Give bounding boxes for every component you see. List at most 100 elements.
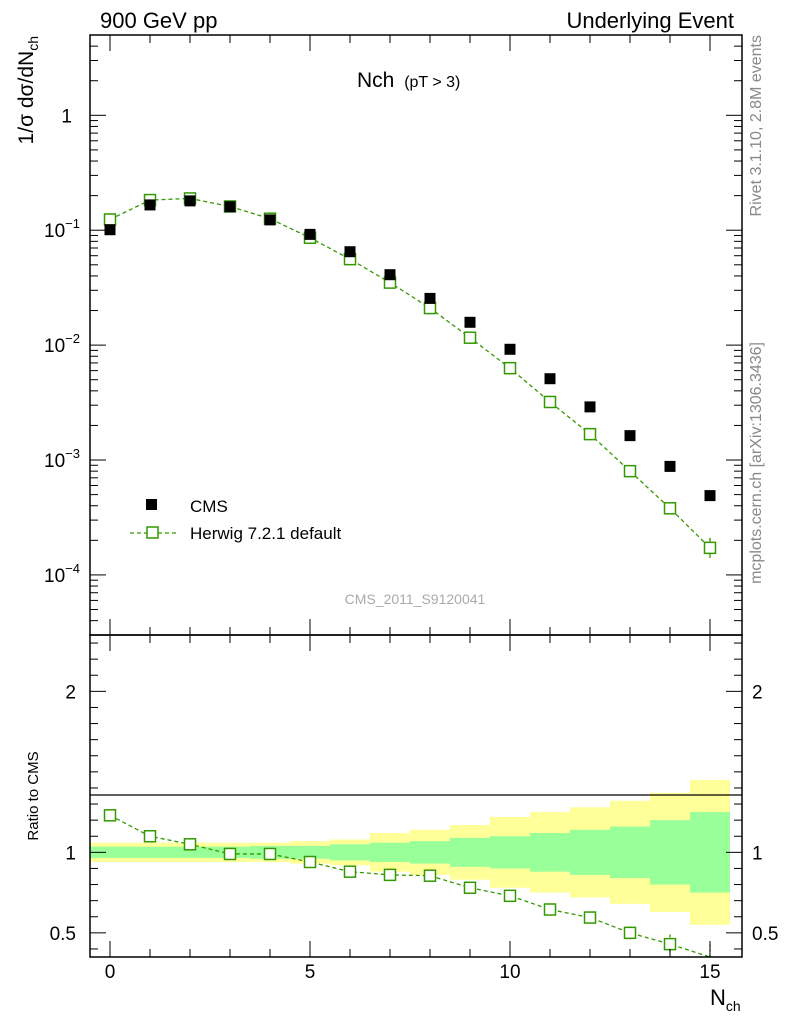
main-y-tick-label: 10−4 (44, 561, 80, 587)
ratio-herwig-point (423, 869, 437, 882)
stat-uncertainty-band (570, 829, 610, 875)
ratio-herwig-point (583, 911, 597, 924)
stat-uncertainty-band (130, 846, 170, 858)
ratio-herwig-series (103, 809, 711, 957)
cms-point (584, 401, 596, 413)
legend-herwig-marker (146, 526, 159, 539)
stat-uncertainty-band (650, 820, 690, 885)
x-axis-label-text: N (710, 985, 726, 1010)
ratio-y-tick-label-right: 0.5 (752, 924, 778, 945)
cms-point (104, 224, 116, 236)
legend-herwig-label: Herwig 7.2.1 default (190, 524, 341, 543)
rivet-side-label: Rivet 3.1.10, 2.8M events (748, 35, 765, 216)
herwig-point (103, 213, 117, 226)
ratio-herwig-point (183, 838, 197, 851)
x-tick-label: 5 (305, 962, 316, 983)
ratio-y-axis-label: Ratio to CMS (25, 751, 42, 840)
analysis-watermark: CMS_2011_S9120041 (345, 591, 486, 607)
cms-point (344, 246, 356, 258)
main-plot-frame (89, 34, 743, 636)
plot-title-main: Nch (357, 69, 394, 92)
ratio-herwig-point (463, 881, 477, 895)
ratio-herwig-point (143, 830, 157, 843)
ratio-herwig-points (103, 809, 711, 957)
ratio-plot-frame (89, 634, 743, 958)
ratio-y-tick-label: 1 (65, 843, 76, 864)
herwig-point (503, 361, 517, 375)
herwig-point (463, 331, 477, 344)
legend-cms-marker (146, 499, 157, 510)
plot-title: Nch (pT > 3) (357, 69, 460, 92)
ratio-y-axis: 0.5 0.5 1 1 2 2 (50, 642, 778, 950)
main-y-axis-label-text: 1/σ dσ/dN (15, 51, 38, 145)
x-tick-label: 10 (499, 962, 520, 983)
stat-uncertainty-band (610, 826, 650, 879)
stat-uncertainty-band (330, 844, 370, 861)
cms-point (184, 195, 196, 207)
cms-point (304, 228, 316, 240)
ratio-x-axis: 0 5 10 15 (105, 635, 721, 983)
ratio-herwig-point (543, 903, 557, 916)
main-x-axis-ticks (109, 35, 711, 635)
herwig-point (663, 502, 677, 515)
stat-uncertainty-band (290, 845, 330, 859)
ratio-y-tick-label: 0.5 (50, 924, 76, 945)
cms-point (384, 269, 396, 281)
ratio-herwig-point (303, 855, 317, 869)
herwig-point (623, 464, 637, 478)
ratio-herwig-point (343, 865, 357, 878)
cms-point (544, 373, 556, 385)
cms-series (104, 195, 716, 502)
stat-uncertainty-band (530, 833, 570, 872)
stat-uncertainty-band (370, 842, 410, 863)
stat-uncertainty-band (490, 836, 530, 869)
cms-point (504, 343, 516, 355)
ratio-y-tick-label-right: 1 (752, 843, 763, 864)
plot-title-suffix: (pT > 3) (404, 74, 460, 91)
cms-point (704, 490, 716, 502)
main-y-tick-label: 10−2 (44, 331, 80, 357)
herwig-point (423, 301, 437, 315)
cms-point (264, 214, 276, 226)
stat-uncertainty-band (450, 837, 490, 867)
main-y-axis: 10−4 10−3 10−2 10−1 1 (44, 34, 742, 636)
herwig-line (109, 197, 711, 549)
ratio-panel: 0.5 0.5 1 1 2 2 0 5 10 15 Ratio to CMS Nch (25, 634, 778, 1014)
ratio-y-tick-label-right: 2 (752, 682, 763, 703)
ratio-y-tick-label: 2 (65, 682, 76, 703)
mcplots-side-label: mcplots.cern.ch [arXiv:1306.3436] (748, 342, 765, 584)
ratio-herwig-point (223, 847, 237, 861)
main-panel: 10−4 10−3 10−2 10−1 1 Nch (pT > 3) 1/σ dσ/dN… (15, 34, 743, 636)
ratio-herwig-point (383, 868, 397, 882)
herwig-point (583, 427, 597, 441)
main-y-axis-label-sub: ch (25, 36, 41, 51)
main-y-axis-label: 1/σ dσ/dNch (15, 36, 41, 144)
ratio-herwig-line (109, 814, 711, 957)
cms-point (664, 460, 676, 472)
cms-point (224, 201, 236, 213)
x-axis-label-sub: ch (726, 998, 741, 1014)
x-tick-label: 0 (105, 962, 116, 983)
ratio-herwig-point (263, 847, 277, 861)
header-left-label: 900 GeV pp (100, 8, 217, 33)
stat-uncertainty-band (690, 812, 730, 893)
x-axis-label: Nch (710, 985, 741, 1014)
cms-point (144, 199, 156, 211)
stat-uncertainty-band (410, 841, 450, 864)
legend: CMS Herwig 7.2.1 default (130, 497, 341, 543)
ratio-herwig-point (623, 926, 637, 940)
stat-uncertainty-band (90, 846, 130, 858)
header-right-label: Underlying Event (566, 8, 734, 33)
cms-point (624, 430, 636, 442)
legend-cms-label: CMS (190, 497, 228, 516)
stat-uncertainty-band (170, 846, 210, 858)
main-y-tick-label: 1 (61, 106, 72, 127)
cms-point (464, 316, 476, 328)
ratio-herwig-point (663, 937, 677, 951)
cms-point (424, 292, 436, 304)
herwig-point (703, 541, 717, 555)
ratio-uncertainty-bands (90, 779, 730, 925)
ratio-herwig-point (103, 809, 117, 822)
main-y-tick-label: 10−1 (44, 216, 80, 242)
